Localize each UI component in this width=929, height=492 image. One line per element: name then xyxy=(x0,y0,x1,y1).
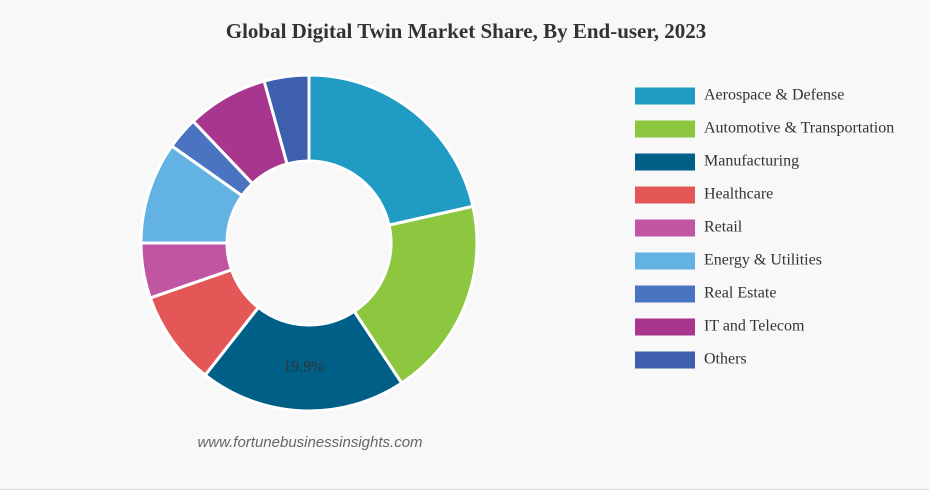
legend-label: Energy & Utilities xyxy=(704,252,822,269)
legend-label: IT and Telecom xyxy=(704,318,805,335)
legend-swatch xyxy=(635,318,695,336)
legend-label: Others xyxy=(704,351,747,368)
legend-swatch xyxy=(635,351,695,369)
donut-slice xyxy=(352,204,479,386)
legend-label: Real Estate xyxy=(704,285,776,302)
legend-label: Healthcare xyxy=(704,186,773,203)
donut-slice xyxy=(307,73,475,227)
chart-title: Global Digital Twin Market Share, By End… xyxy=(226,19,707,43)
source: www.fortunebusinessinsights.com xyxy=(197,434,422,451)
donut-slice xyxy=(262,73,311,166)
donut-slice xyxy=(203,305,404,413)
legend-label: Retail xyxy=(704,219,743,236)
legend-swatch xyxy=(635,219,695,237)
legend-label: Manufacturing xyxy=(704,153,799,170)
legend-swatch xyxy=(635,252,695,270)
legend-swatch xyxy=(635,153,695,171)
legend-swatch xyxy=(635,285,695,303)
legend-swatch xyxy=(635,120,695,138)
legend-label: Aerospace & Defense xyxy=(704,87,844,104)
legend-swatch xyxy=(635,186,695,204)
legend-label: Automotive & Transportation xyxy=(704,120,894,137)
legend-swatch xyxy=(635,87,695,105)
data-label: 19.9% xyxy=(283,359,324,376)
